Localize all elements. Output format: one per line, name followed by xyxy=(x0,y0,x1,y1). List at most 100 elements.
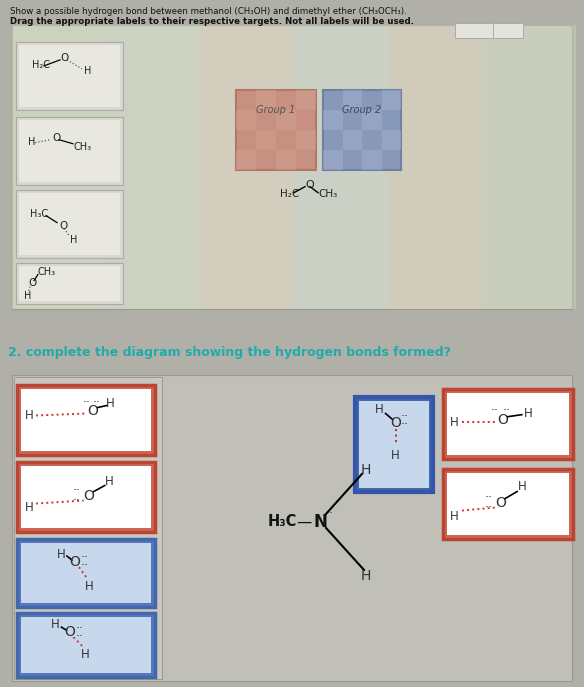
Bar xyxy=(200,25,294,309)
Text: Reset: Reset xyxy=(464,27,484,34)
Text: H: H xyxy=(105,475,113,488)
Bar xyxy=(362,150,381,170)
Text: O: O xyxy=(305,180,314,190)
Text: H: H xyxy=(84,66,91,76)
Text: ··: ·· xyxy=(73,494,81,507)
Bar xyxy=(447,393,569,455)
Bar xyxy=(17,385,155,455)
Text: ··: ·· xyxy=(484,501,492,514)
Bar xyxy=(256,130,276,150)
Bar xyxy=(276,110,296,130)
Bar xyxy=(12,25,106,309)
Bar xyxy=(21,543,151,603)
Bar xyxy=(256,90,276,110)
Bar xyxy=(21,389,151,451)
Text: ··: ·· xyxy=(81,559,89,572)
Text: H: H xyxy=(25,501,33,514)
Bar xyxy=(447,473,569,535)
Bar xyxy=(443,389,573,459)
Bar xyxy=(323,110,342,130)
Text: O: O xyxy=(495,495,506,510)
Text: H: H xyxy=(518,480,527,493)
Text: O: O xyxy=(52,133,60,143)
Bar xyxy=(482,25,576,309)
Text: O: O xyxy=(498,413,508,427)
Text: H: H xyxy=(85,580,93,593)
Bar xyxy=(19,45,120,106)
Bar xyxy=(16,117,123,185)
Text: H: H xyxy=(51,618,60,631)
Text: Group 2: Group 2 xyxy=(342,105,381,115)
Text: H: H xyxy=(57,548,65,561)
Text: H: H xyxy=(106,397,114,410)
Text: H: H xyxy=(523,407,532,420)
Text: Group 1: Group 1 xyxy=(256,105,296,115)
Text: H: H xyxy=(81,648,90,661)
Text: H: H xyxy=(25,409,33,422)
FancyBboxPatch shape xyxy=(455,23,493,38)
Text: O: O xyxy=(69,555,81,569)
Bar xyxy=(19,120,120,181)
Text: ··: ·· xyxy=(491,404,499,417)
Bar xyxy=(381,130,401,150)
Text: ··: ·· xyxy=(83,396,91,409)
Bar xyxy=(236,90,316,170)
Text: Drag the appropriate labels to their respective targets. Not all labels will be : Drag the appropriate labels to their res… xyxy=(10,17,414,26)
Text: H: H xyxy=(450,416,458,429)
Text: ··: ·· xyxy=(75,622,84,635)
Text: ··: ·· xyxy=(75,630,84,642)
Text: H: H xyxy=(375,403,384,416)
Text: O: O xyxy=(64,625,75,639)
Bar xyxy=(362,110,381,130)
Text: ··: ·· xyxy=(401,418,409,431)
Bar xyxy=(296,130,316,150)
Text: Help: Help xyxy=(500,27,516,34)
Text: ··: ·· xyxy=(93,396,101,409)
Bar xyxy=(21,466,151,528)
Text: —: — xyxy=(296,515,312,530)
Bar xyxy=(276,150,296,170)
Bar xyxy=(236,110,256,130)
Text: H: H xyxy=(361,569,371,583)
Bar xyxy=(16,42,123,110)
Bar xyxy=(19,265,120,302)
Text: O: O xyxy=(28,278,36,289)
Text: H₃C: H₃C xyxy=(30,209,48,218)
Bar xyxy=(19,192,120,254)
Bar xyxy=(342,90,362,110)
Bar xyxy=(359,401,429,488)
Bar xyxy=(16,190,123,258)
Bar xyxy=(21,617,151,673)
Bar xyxy=(17,462,155,532)
Bar xyxy=(12,25,572,309)
Text: H₂C: H₂C xyxy=(280,189,299,199)
Text: O: O xyxy=(60,53,68,63)
Text: O: O xyxy=(390,416,401,431)
Text: ··: ·· xyxy=(503,404,511,417)
Text: CH₃: CH₃ xyxy=(38,267,56,276)
Text: O: O xyxy=(84,488,94,502)
Text: 2. complete the diagram showing the hydrogen bonds formed?: 2. complete the diagram showing the hydr… xyxy=(8,346,451,359)
Bar xyxy=(381,90,401,110)
FancyBboxPatch shape xyxy=(493,23,523,38)
Text: ··: ·· xyxy=(73,484,81,497)
Bar xyxy=(296,90,316,110)
Text: H: H xyxy=(391,449,400,462)
Text: H: H xyxy=(24,291,32,302)
Bar xyxy=(294,25,388,309)
Bar xyxy=(342,130,362,150)
Text: ··: ·· xyxy=(401,410,409,423)
Bar xyxy=(17,613,155,677)
Text: N: N xyxy=(313,513,327,531)
Bar xyxy=(323,150,342,170)
Bar xyxy=(236,150,256,170)
Text: CH₃: CH₃ xyxy=(74,142,92,152)
Bar xyxy=(14,377,162,679)
Bar xyxy=(443,469,573,539)
Bar xyxy=(16,262,123,304)
Text: H: H xyxy=(361,463,371,477)
Bar xyxy=(323,90,401,170)
Text: O: O xyxy=(88,405,98,418)
Text: CH₃: CH₃ xyxy=(318,189,337,199)
Bar xyxy=(355,397,433,492)
